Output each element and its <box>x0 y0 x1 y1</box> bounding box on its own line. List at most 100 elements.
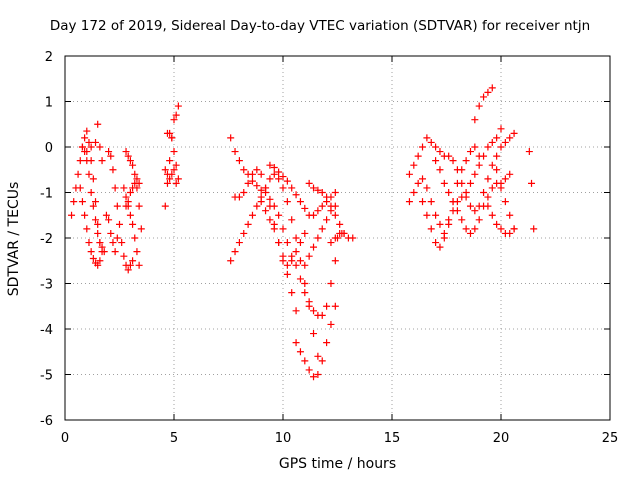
data-point <box>419 143 427 151</box>
y-tick-label: -4 <box>40 323 53 338</box>
data-point <box>506 211 514 219</box>
data-point <box>257 186 265 194</box>
data-point <box>266 202 274 210</box>
data-point <box>87 189 95 196</box>
data-point <box>314 234 322 242</box>
data-point <box>227 134 235 142</box>
data-point <box>172 111 180 119</box>
y-tick-label: 0 <box>45 141 53 156</box>
data-point <box>279 225 287 233</box>
data-point <box>471 225 479 233</box>
data-point <box>349 234 357 242</box>
data-point <box>275 175 283 183</box>
data-point <box>137 225 145 233</box>
data-point <box>85 239 93 247</box>
data-point <box>235 157 243 165</box>
data-point <box>92 138 100 146</box>
data-point <box>323 302 331 310</box>
data-point <box>161 166 169 174</box>
data-point <box>414 152 422 160</box>
data-point <box>172 179 180 187</box>
data-point <box>471 116 479 124</box>
data-point <box>458 193 466 201</box>
data-point <box>301 357 309 365</box>
data-point <box>89 254 97 262</box>
data-point <box>166 175 174 183</box>
y-tick-labels: 2 1 0 -1 -2 -3 -4 -5 -6 <box>40 50 53 429</box>
data-point <box>270 225 278 233</box>
data-point <box>122 148 130 156</box>
data-point <box>423 134 431 142</box>
data-point <box>111 248 119 256</box>
data-point <box>318 202 326 210</box>
data-point <box>244 220 252 228</box>
data-point <box>235 193 243 201</box>
data-point <box>168 134 176 142</box>
data-point <box>68 211 76 219</box>
data-point <box>480 189 488 196</box>
x-tick-label: 25 <box>602 431 619 446</box>
data-point <box>419 198 427 206</box>
data-point <box>436 166 444 174</box>
data-point <box>89 202 97 210</box>
data-point <box>310 184 318 192</box>
data-point <box>310 330 318 338</box>
data-point <box>331 211 339 219</box>
data-series <box>120 184 143 269</box>
x-tick-label: 10 <box>275 431 292 446</box>
data-point <box>166 157 174 165</box>
data-series <box>122 175 143 210</box>
y-tick-label: -5 <box>40 369 53 384</box>
data-point <box>427 198 435 206</box>
data-point <box>170 148 178 156</box>
data-point <box>266 195 274 203</box>
data-point <box>85 170 93 178</box>
data-point <box>423 211 431 219</box>
data-point <box>266 175 274 183</box>
data-point <box>484 193 492 201</box>
data-point <box>488 184 496 192</box>
data-point <box>475 102 483 110</box>
data-point <box>336 220 344 228</box>
data-point <box>231 148 239 156</box>
data-point <box>471 170 479 178</box>
data-point <box>135 179 143 187</box>
data-point <box>168 170 176 178</box>
data-point <box>314 352 322 360</box>
data-series <box>102 211 121 256</box>
data-point <box>100 248 108 256</box>
y-tick-label: -3 <box>40 278 53 293</box>
data-point <box>292 191 300 199</box>
data-point <box>262 207 270 215</box>
data-point <box>462 157 470 165</box>
data-point <box>497 184 505 192</box>
data-point <box>120 184 128 192</box>
data-point <box>78 143 86 151</box>
data-point <box>170 166 178 174</box>
data-point <box>497 143 505 151</box>
data-point <box>131 170 139 178</box>
data-point <box>227 257 235 265</box>
data-point <box>528 179 536 187</box>
data-point <box>480 93 488 101</box>
data-point <box>94 261 102 269</box>
data-point <box>240 229 248 237</box>
data-series <box>266 161 339 219</box>
data-point <box>118 239 126 247</box>
data-point <box>244 179 252 187</box>
y-tick-label: -1 <box>40 187 53 202</box>
data-point <box>81 134 89 142</box>
data-point <box>111 184 119 192</box>
data-point <box>497 125 505 133</box>
data-point <box>323 339 331 347</box>
data-point <box>340 229 348 237</box>
data-point <box>122 193 130 201</box>
data-point <box>314 371 322 378</box>
data-series <box>257 198 309 269</box>
data-point <box>405 198 413 206</box>
data-point <box>331 189 339 196</box>
data-point <box>466 202 474 210</box>
data-point <box>510 225 518 233</box>
data-point <box>83 157 91 165</box>
